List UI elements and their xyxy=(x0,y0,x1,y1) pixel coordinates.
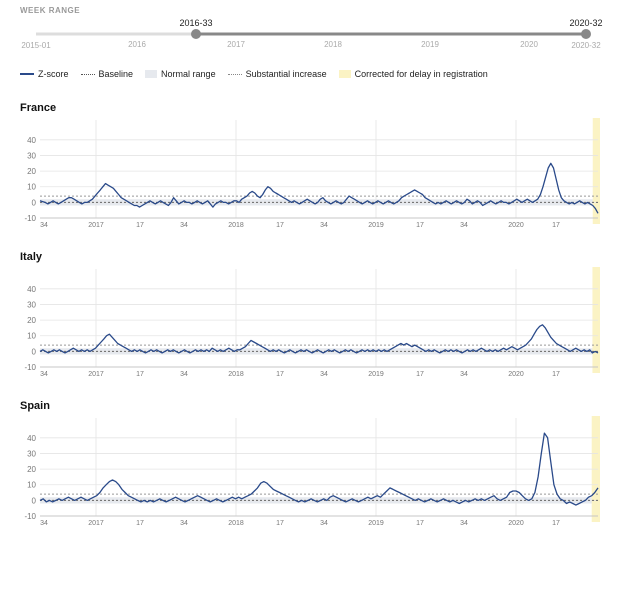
legend-item-baseline[interactable]: Baseline xyxy=(80,69,134,79)
x-tick-label: 17 xyxy=(552,520,560,527)
x-tick-label: 2018 xyxy=(228,520,244,527)
x-tick-label: 2019 xyxy=(368,520,384,527)
zscore-series-line[interactable] xyxy=(39,432,599,506)
x-tick-label: 17 xyxy=(136,222,144,228)
substantial-increase-swatch xyxy=(227,73,242,75)
x-tick-label: 2019 xyxy=(368,371,384,377)
slider-year-label: 2018 xyxy=(324,40,342,49)
x-tick-label: 17 xyxy=(136,520,144,527)
panel-title-spain: Spain xyxy=(20,400,50,412)
y-tick-label: 10 xyxy=(27,481,36,490)
x-tick-label: 17 xyxy=(276,520,284,527)
slider-year-label: 2020 xyxy=(520,40,538,49)
slider-year-label: 2019 xyxy=(421,40,439,49)
x-tick-label: 34 xyxy=(180,520,188,527)
week-range-slider[interactable]: 2016-33 2020-32 2015-01 2020-32 2016 201… xyxy=(0,0,640,56)
y-tick-label: -10 xyxy=(24,363,36,372)
x-tick-label: 34 xyxy=(460,371,468,377)
x-tick-label: 34 xyxy=(180,222,188,228)
x-tick-label: 2017 xyxy=(88,520,104,527)
chart-france: -10 0 10 20 30 40 34 2017 17 34 2018 17 34 2019 17 34 20… xyxy=(24,118,600,228)
y-tick-label: 0 xyxy=(32,198,37,207)
y-tick-label: 20 xyxy=(27,465,36,474)
legend-label-zscore: Z-score xyxy=(38,69,69,79)
legend-item-normal-range[interactable]: Normal range xyxy=(145,69,216,79)
week-range-label: WEEK RANGE xyxy=(20,6,81,15)
x-tick-label: 2019 xyxy=(368,222,384,228)
legend-label-baseline: Baseline xyxy=(98,69,134,79)
x-tick-label: 2020 xyxy=(508,371,524,377)
y-tick-label: -10 xyxy=(24,512,36,521)
y-tick-label: 0 xyxy=(32,347,37,356)
x-tick-label: 2017 xyxy=(88,371,104,377)
y-tick-label: 30 xyxy=(27,300,36,309)
zscore-series-line[interactable] xyxy=(39,162,599,214)
x-tick-label: 34 xyxy=(320,371,328,377)
corrected-swatch xyxy=(338,70,351,78)
x-tick-label: 2017 xyxy=(88,222,104,228)
slider-max-label: 2020-32 xyxy=(571,41,601,50)
legend: Z-score Baseline Normal range Substantia… xyxy=(20,69,500,79)
x-tick-label: 17 xyxy=(552,222,560,228)
legend-item-corrected[interactable]: Corrected for delay in registration xyxy=(338,69,488,79)
legend-item-substantial-increase[interactable]: Substantial increase xyxy=(227,69,327,79)
x-tick-label: 34 xyxy=(40,520,48,527)
x-tick-label: 2020 xyxy=(508,520,524,527)
x-tick-label: 17 xyxy=(276,222,284,228)
normal-range-swatch xyxy=(145,70,158,78)
legend-label-substantial-increase: Substantial increase xyxy=(245,69,327,79)
y-tick-label: 20 xyxy=(27,316,36,325)
slider-start-value: 2016-33 xyxy=(179,18,212,28)
slider-handle-start[interactable] xyxy=(191,29,201,39)
x-tick-label: 2020 xyxy=(508,222,524,228)
slider-min-label: 2015-01 xyxy=(21,41,51,50)
x-tick-label: 34 xyxy=(180,371,188,377)
x-tick-label: 2018 xyxy=(228,222,244,228)
panel-title-france: France xyxy=(20,102,57,114)
legend-item-zscore[interactable]: Z-score xyxy=(20,69,69,79)
x-tick-label: 17 xyxy=(552,371,560,377)
y-tick-label: 40 xyxy=(27,136,36,145)
x-tick-label: 17 xyxy=(416,371,424,377)
slider-year-label: 2016 xyxy=(128,40,146,49)
baseline-swatch xyxy=(80,73,95,75)
chart-spain: -10 0 10 20 30 40 34 2017 17 34 2018 17 34 2019 17 34 20… xyxy=(24,416,600,527)
y-tick-label: 40 xyxy=(27,285,36,294)
y-tick-label: 30 xyxy=(27,151,36,160)
legend-label-normal-range: Normal range xyxy=(161,69,216,79)
slider-year-label: 2017 xyxy=(227,40,245,49)
y-tick-label: 40 xyxy=(27,434,36,443)
x-tick-label: 17 xyxy=(416,520,424,527)
y-tick-label: -10 xyxy=(24,214,36,223)
x-tick-label: 34 xyxy=(40,371,48,377)
zscore-swatch xyxy=(20,73,34,75)
y-tick-label: 10 xyxy=(27,183,36,192)
y-tick-label: 10 xyxy=(27,332,36,341)
x-tick-label: 17 xyxy=(136,371,144,377)
x-tick-label: 34 xyxy=(40,222,48,228)
legend-label-corrected: Corrected for delay in registration xyxy=(354,69,488,79)
x-tick-label: 34 xyxy=(320,520,328,527)
x-tick-label: 34 xyxy=(460,222,468,228)
slider-handle-end[interactable] xyxy=(581,29,591,39)
y-tick-label: 30 xyxy=(27,449,36,458)
zscore-series-line[interactable] xyxy=(39,324,599,354)
y-tick-label: 0 xyxy=(32,496,37,505)
chart-italy: -10 0 10 20 30 40 34 2017 17 34 2018 17 34 2019 17 34 20… xyxy=(24,267,600,377)
panel-title-italy: Italy xyxy=(20,251,43,263)
x-tick-label: 17 xyxy=(276,371,284,377)
x-tick-label: 34 xyxy=(320,222,328,228)
x-tick-label: 17 xyxy=(416,222,424,228)
x-tick-label: 2018 xyxy=(228,371,244,377)
y-tick-label: 20 xyxy=(27,167,36,176)
slider-end-value: 2020-32 xyxy=(569,18,602,28)
x-tick-label: 34 xyxy=(460,520,468,527)
